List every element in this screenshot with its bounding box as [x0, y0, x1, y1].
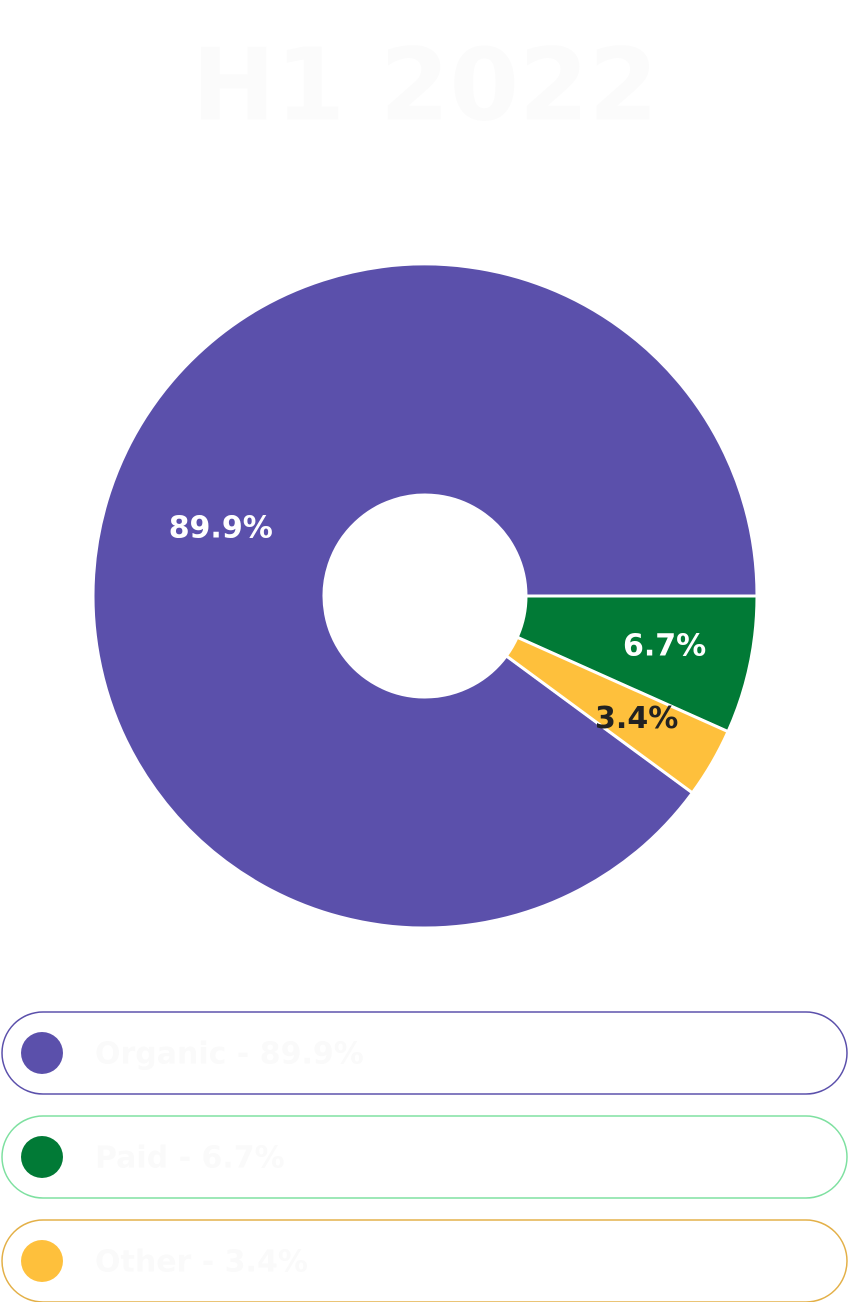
donut-slice [91, 262, 759, 930]
donut-slice [504, 635, 730, 795]
legend-dot [21, 1032, 63, 1074]
legend-item [1, 1011, 848, 1095]
legend-item [1, 1115, 848, 1199]
legend-label: Other - 3.4% [95, 1245, 308, 1280]
chart-title: H1 2022 [192, 26, 658, 143]
slice-label: 6.7% [623, 629, 706, 664]
legend-dot [21, 1136, 63, 1178]
slice-label: 3.4% [595, 701, 678, 736]
legend-label: Organic - 89.9% [95, 1037, 364, 1072]
legend-dot [21, 1240, 63, 1282]
slice-label: 89.9% [169, 510, 273, 545]
legend-label: Paid - 6.7% [95, 1141, 285, 1176]
